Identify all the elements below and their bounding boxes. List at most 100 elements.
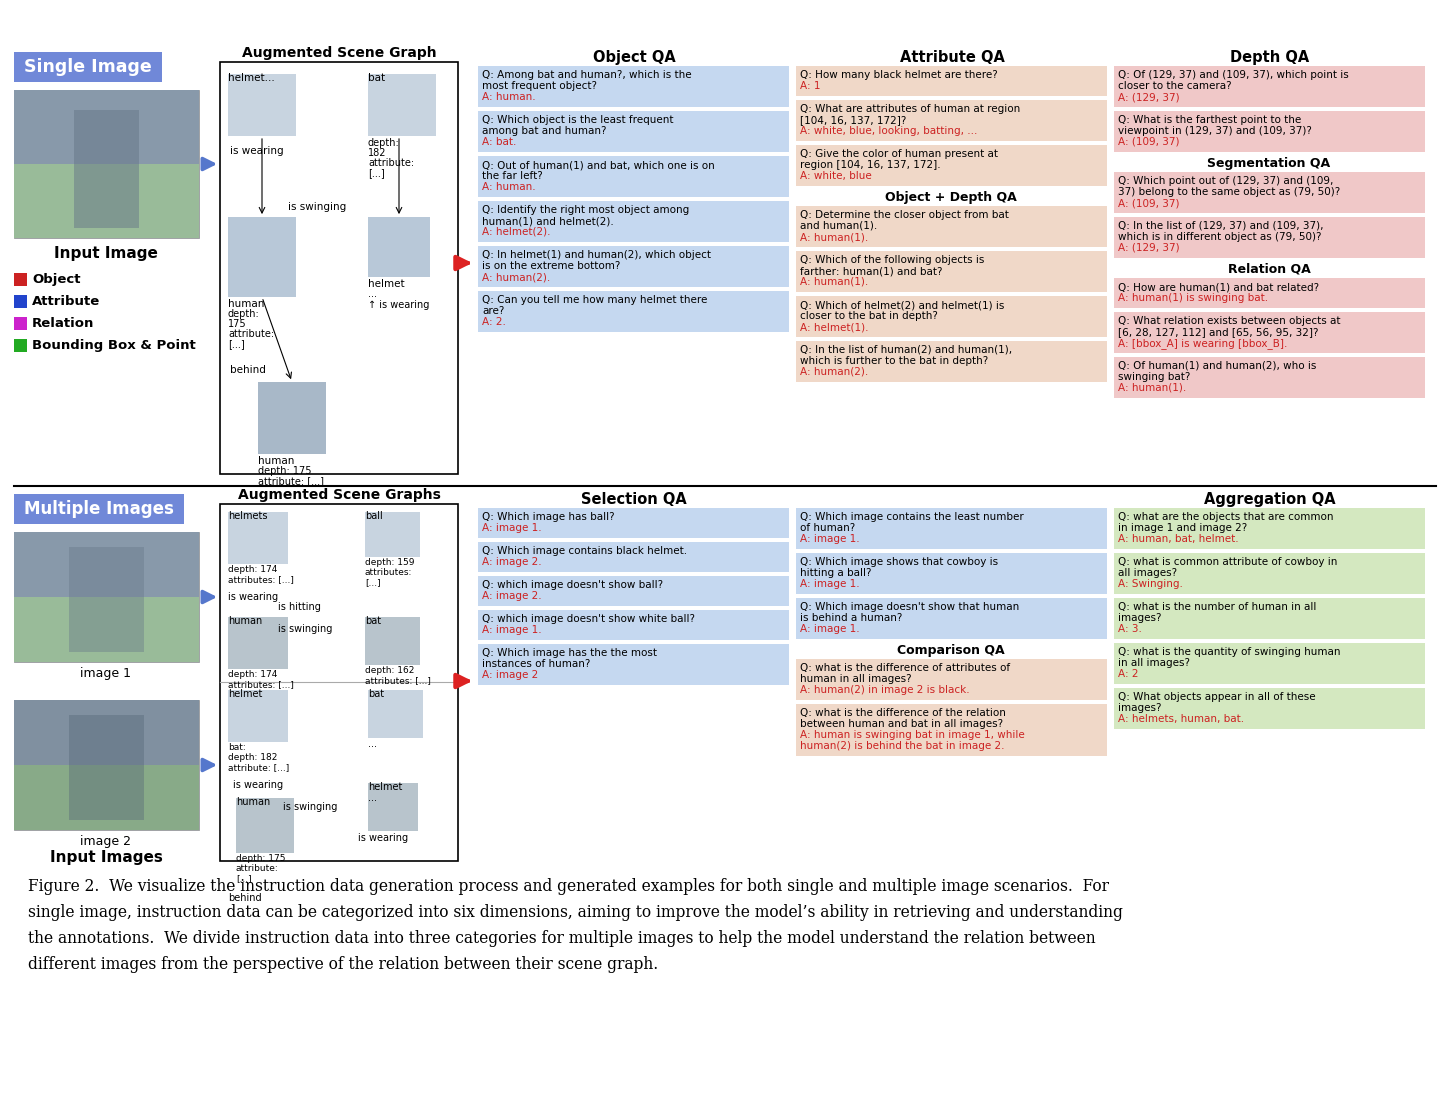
Text: human: human (228, 299, 264, 309)
Text: image 1: image 1 (81, 666, 132, 680)
Text: depth: 162: depth: 162 (365, 666, 415, 675)
Bar (228, 74, 296, 136)
Text: all images?: all images? (1118, 568, 1177, 578)
Bar (1114, 278, 1425, 309)
Text: A: (129, 37): A: (129, 37) (1118, 243, 1180, 253)
Text: A: (129, 37): A: (129, 37) (1118, 92, 1180, 102)
Text: A: 3.: A: 3. (1118, 624, 1141, 634)
Bar (796, 553, 1106, 594)
Text: Input Image: Input Image (54, 246, 158, 261)
Bar (220, 61, 458, 474)
Text: 37) belong to the same object as (79, 50)?: 37) belong to the same object as (79, 50… (1118, 187, 1340, 197)
Text: is on the extreme bottom?: is on the extreme bottom? (481, 261, 621, 271)
Bar (365, 512, 420, 557)
Bar (796, 100, 1106, 141)
Text: Bounding Box & Point: Bounding Box & Point (32, 339, 196, 352)
Text: A: human(1).: A: human(1). (1118, 383, 1186, 393)
Text: A: human(2).: A: human(2). (800, 367, 869, 377)
Text: Q: Identify the right most object among: Q: Identify the right most object among (481, 205, 689, 215)
Text: attribute:: attribute: (236, 864, 278, 873)
Bar (70, 715, 144, 820)
Text: Attribute: Attribute (32, 295, 100, 309)
Text: A: human(2).: A: human(2). (481, 272, 550, 282)
Bar (478, 508, 789, 538)
Bar (228, 512, 289, 564)
Text: depth: 174: depth: 174 (228, 670, 277, 679)
Text: Augmented Scene Graph: Augmented Scene Graph (242, 46, 436, 60)
Text: attributes: [...]: attributes: [...] (228, 575, 294, 584)
Text: Q: Can you tell me how many helmet there: Q: Can you tell me how many helmet there (481, 295, 708, 305)
Text: [...]: [...] (368, 168, 384, 178)
Bar (228, 690, 289, 742)
Text: A: helmet(2).: A: helmet(2). (481, 227, 551, 237)
Text: bat:: bat: (228, 743, 245, 752)
Bar (14, 164, 199, 238)
Text: depth:: depth: (228, 309, 260, 320)
Text: is swinging: is swinging (278, 624, 332, 634)
Bar (1114, 688, 1425, 729)
Text: is behind a human?: is behind a human? (800, 613, 902, 623)
Bar (796, 145, 1106, 186)
Text: Q: Of (129, 37) and (109, 37), which point is: Q: Of (129, 37) and (109, 37), which poi… (1118, 70, 1348, 80)
Text: Q: What objects appear in all of these: Q: What objects appear in all of these (1118, 692, 1315, 702)
Text: A: image 1.: A: image 1. (800, 624, 860, 634)
Text: Q: How are human(1) and bat related?: Q: How are human(1) and bat related? (1118, 282, 1320, 292)
Text: Q: Which image has ball?: Q: Which image has ball? (481, 512, 615, 522)
Bar (14, 90, 199, 164)
Text: Q: Which image contains black helmet.: Q: Which image contains black helmet. (481, 546, 687, 556)
Bar (236, 798, 294, 853)
Text: Q: what is the difference of the relation: Q: what is the difference of the relatio… (800, 708, 1006, 718)
Text: A: human(1) is swinging bat.: A: human(1) is swinging bat. (1118, 293, 1269, 303)
Bar (14, 597, 199, 662)
Bar (14, 90, 199, 238)
Text: ...: ... (368, 793, 377, 803)
Text: Q: Which image doesn't show that human: Q: Which image doesn't show that human (800, 602, 1019, 612)
Text: human: human (236, 797, 270, 807)
Text: A: human(1).: A: human(1). (800, 232, 869, 242)
Text: are?: are? (481, 306, 505, 316)
Bar (220, 504, 458, 861)
Text: A: helmet(1).: A: helmet(1). (800, 322, 869, 332)
Text: human(2) is behind the bat in image 2.: human(2) is behind the bat in image 2. (800, 741, 1005, 751)
Text: ...: ... (368, 289, 377, 299)
Text: single image, instruction data can be categorized into six dimensions, aiming to: single image, instruction data can be ca… (28, 904, 1122, 921)
Text: A: white, blue, looking, batting, ...: A: white, blue, looking, batting, ... (800, 126, 977, 136)
Text: Q: Which image shows that cowboy is: Q: Which image shows that cowboy is (800, 557, 998, 567)
Bar (14, 273, 28, 285)
Text: is hitting: is hitting (278, 602, 320, 612)
Text: Q: what is the number of human in all: Q: what is the number of human in all (1118, 602, 1317, 612)
Text: ball: ball (365, 511, 383, 520)
Bar (478, 576, 789, 606)
Text: is wearing: is wearing (231, 146, 284, 156)
Text: in all images?: in all images? (1118, 658, 1190, 668)
Bar (796, 206, 1106, 247)
Text: Relation: Relation (32, 317, 94, 330)
Bar (478, 246, 789, 287)
Text: bat: bat (368, 72, 386, 83)
Text: Figure 2.  We visualize the instruction data generation process and generated ex: Figure 2. We visualize the instruction d… (28, 878, 1109, 895)
Text: Q: which image doesn't show white ball?: Q: which image doesn't show white ball? (481, 614, 695, 624)
Text: bat: bat (365, 616, 381, 626)
Bar (14, 701, 199, 765)
Bar (14, 533, 199, 662)
Bar (1114, 111, 1425, 152)
Text: Q: In the list of (129, 37) and (109, 37),: Q: In the list of (129, 37) and (109, 37… (1118, 221, 1324, 231)
Text: the far left?: the far left? (481, 171, 542, 181)
Bar (74, 110, 139, 228)
Bar (14, 317, 28, 330)
Text: human: human (228, 616, 262, 626)
Bar (14, 701, 199, 830)
Text: Q: In the list of human(2) and human(1),: Q: In the list of human(2) and human(1), (800, 345, 1012, 355)
Text: images?: images? (1118, 613, 1161, 623)
Text: most frequent object?: most frequent object? (481, 81, 597, 91)
Text: human in all images?: human in all images? (800, 674, 912, 684)
Bar (796, 704, 1106, 757)
Bar (14, 533, 199, 597)
Text: Object + Depth QA: Object + Depth QA (884, 191, 1016, 204)
Text: 182: 182 (368, 148, 387, 158)
Text: attribute: [...]: attribute: [...] (228, 763, 289, 772)
Bar (1114, 312, 1425, 352)
Text: closer to the camera?: closer to the camera? (1118, 81, 1231, 91)
Bar (14, 494, 184, 524)
Bar (796, 598, 1106, 639)
